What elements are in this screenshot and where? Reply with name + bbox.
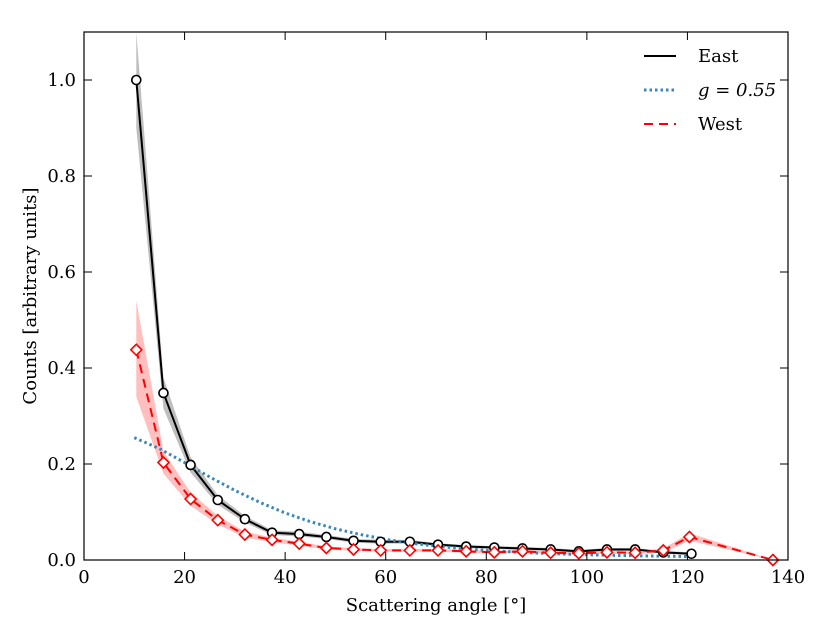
series-markers <box>129 74 780 567</box>
y-tick-label: 0.6 <box>47 262 76 283</box>
y-tick-label: 0.4 <box>47 358 76 379</box>
x-tick-label: 60 <box>374 567 397 588</box>
series-line-west <box>135 349 774 561</box>
y-tick-label: 0.0 <box>47 550 76 571</box>
y-axis-label: Counts [arbitrary units] <box>20 187 41 404</box>
data-point <box>129 343 143 357</box>
data-point <box>183 492 198 506</box>
data-point <box>321 531 332 543</box>
legend-label: West <box>698 114 743 135</box>
data-point <box>487 545 501 559</box>
data-point <box>185 459 196 471</box>
data-point <box>265 533 279 547</box>
data-point <box>431 543 445 558</box>
data-point <box>319 541 334 555</box>
x-tick-label: 100 <box>570 567 604 588</box>
data-point <box>628 546 642 560</box>
x-axis-label: Scattering angle [°] <box>346 595 526 616</box>
data-point <box>544 546 558 560</box>
data-point <box>212 494 224 506</box>
data-point <box>158 387 169 399</box>
x-tick-label: 20 <box>173 567 196 588</box>
data-point <box>211 513 225 527</box>
data-point <box>515 544 530 558</box>
y-tick-label: 0.2 <box>47 454 76 475</box>
x-tick-label: 80 <box>475 567 498 588</box>
data-point <box>572 546 586 560</box>
data-point <box>403 543 417 558</box>
legend-label: g = 0.55 <box>698 80 776 101</box>
y-axis-ticks: 0.0 0.2 0.4 0.6 0.8 1.0 <box>47 70 788 571</box>
x-tick-label: 120 <box>670 567 704 588</box>
data-point <box>292 537 306 551</box>
y-tick-label: 0.8 <box>47 166 76 187</box>
data-point <box>459 544 473 558</box>
data-point <box>346 542 361 557</box>
x-tick-label: 140 <box>771 567 805 588</box>
x-tick-label: 0 <box>78 567 89 588</box>
data-point <box>239 513 251 525</box>
data-point <box>656 543 670 558</box>
data-point <box>682 530 697 544</box>
y-tick-label: 1.0 <box>47 70 76 91</box>
data-point <box>238 527 252 542</box>
x-tick-label: 40 <box>274 567 297 588</box>
legend-label: East <box>698 46 739 67</box>
data-point <box>686 548 697 560</box>
data-point <box>156 455 171 470</box>
legend: East g = 0.55 West <box>644 46 776 135</box>
data-point <box>130 74 142 86</box>
data-point <box>374 543 388 558</box>
plot-frame <box>83 31 789 561</box>
data-point <box>600 545 614 559</box>
x-axis-ticks: 0 20 40 60 80 100 120 140 <box>78 32 805 588</box>
